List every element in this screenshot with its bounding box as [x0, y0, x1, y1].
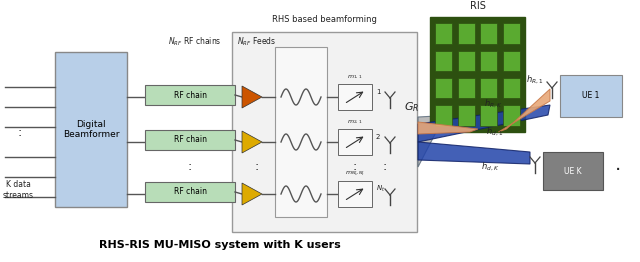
Text: Digital
Beamformer: Digital Beamformer [63, 120, 119, 139]
Polygon shape [242, 86, 262, 108]
Bar [458, 78, 475, 99]
Text: RHS based beamforming: RHS based beamforming [272, 15, 377, 24]
Bar [543, 152, 603, 190]
Bar [338, 84, 372, 110]
Bar [55, 52, 127, 207]
Bar [338, 129, 372, 155]
Bar [458, 23, 475, 44]
Bar [145, 85, 235, 105]
Text: $h_{d,1}$: $h_{d,1}$ [486, 126, 504, 138]
Bar [502, 78, 520, 99]
Text: $h_{R,1}$: $h_{R,1}$ [526, 74, 544, 86]
Text: $m_{2,1}$: $m_{2,1}$ [348, 119, 363, 126]
Bar [502, 23, 520, 44]
Polygon shape [418, 122, 478, 134]
Bar [435, 105, 452, 125]
Polygon shape [418, 142, 530, 164]
Text: RF chain: RF chain [173, 188, 207, 196]
Text: 1: 1 [376, 89, 381, 95]
Text: $N_{RF}$ RF chains: $N_{RF}$ RF chains [168, 36, 221, 48]
Text: $G_R$: $G_R$ [404, 100, 420, 114]
Bar [435, 51, 452, 71]
Text: UE K: UE K [564, 166, 582, 176]
Text: :: : [18, 125, 22, 139]
Text: :: : [353, 161, 357, 173]
Text: UE 1: UE 1 [582, 91, 600, 101]
Text: K data
streams: K data streams [3, 180, 33, 200]
Text: RF chain: RF chain [173, 135, 207, 145]
Text: RF chain: RF chain [173, 90, 207, 100]
Polygon shape [242, 183, 262, 205]
Text: RHS-RIS MU-MISO system with K users: RHS-RIS MU-MISO system with K users [99, 240, 341, 250]
Text: $N_{RF}$ Feeds: $N_{RF}$ Feeds [237, 36, 276, 48]
Bar [480, 51, 497, 71]
Bar [502, 105, 520, 125]
Bar [480, 23, 497, 44]
Bar [560, 75, 622, 117]
Text: $m_{1,1}$: $m_{1,1}$ [348, 74, 363, 81]
Bar [145, 130, 235, 150]
Bar [338, 181, 372, 207]
Text: :: : [188, 161, 192, 173]
Text: ·: · [615, 161, 621, 179]
Bar [430, 17, 525, 132]
Bar [275, 47, 327, 217]
Text: 2: 2 [376, 134, 380, 140]
Text: $m_{N_s^r,N_t^r}$: $m_{N_s^r,N_t^r}$ [345, 169, 365, 178]
Bar [435, 23, 452, 44]
Text: RIS: RIS [470, 1, 485, 11]
Bar [145, 182, 235, 202]
Bar [480, 105, 497, 125]
Text: $h_{R,K}$: $h_{R,K}$ [484, 98, 502, 110]
Polygon shape [418, 115, 456, 167]
Bar [458, 105, 475, 125]
Bar [502, 51, 520, 71]
Text: $N_t$: $N_t$ [376, 184, 385, 194]
Bar [232, 32, 417, 232]
Polygon shape [418, 105, 550, 142]
Text: :: : [383, 161, 387, 173]
Bar [458, 51, 475, 71]
Text: :: : [255, 161, 259, 173]
Polygon shape [499, 89, 550, 132]
Text: $h_{d,K}$: $h_{d,K}$ [481, 161, 499, 173]
Polygon shape [242, 131, 262, 153]
Bar [480, 78, 497, 99]
Bar [435, 78, 452, 99]
